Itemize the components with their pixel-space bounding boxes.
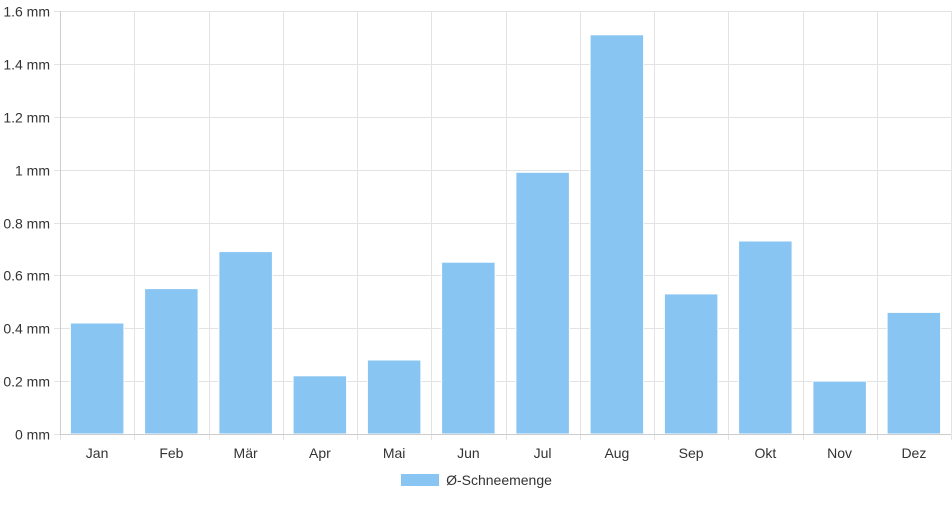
- legend-label: Ø-Schneemenge: [446, 472, 552, 488]
- axis-layer: 0 mm 0.2 mm 0.4 mm 0.6 mm 0.8 mm 1 mm 1.2 mm 1.…: [3, 4, 951, 461]
- y-tick-label: 1.4 mm: [3, 57, 50, 73]
- x-tick-label: Dez: [901, 445, 926, 461]
- bar-mai: [366, 359, 422, 435]
- y-tick-label: 0.6 mm: [3, 268, 50, 284]
- bar-dez: [886, 311, 942, 435]
- x-tick-label: Nov: [827, 445, 852, 461]
- y-tick-label: 1.6 mm: [3, 4, 50, 20]
- y-tick-label: 0.2 mm: [3, 374, 50, 390]
- bar-feb: [144, 288, 199, 435]
- x-tick-label: Jan: [86, 445, 109, 461]
- bar-nov: [812, 380, 867, 435]
- x-tick-label: Mai: [383, 445, 406, 461]
- y-tick-label: 1 mm: [15, 163, 50, 179]
- x-tick-label: Mär: [234, 445, 258, 461]
- bar-jun: [441, 261, 496, 435]
- x-tick-label: Apr: [309, 445, 331, 461]
- bar-apr: [292, 375, 348, 435]
- x-tick-label: Okt: [755, 445, 777, 461]
- bar-jul: [515, 171, 570, 435]
- legend-swatch: [400, 473, 441, 487]
- x-tick-label: Jul: [534, 445, 552, 461]
- bar-okt: [738, 240, 793, 435]
- y-tick-label: 0.8 mm: [3, 216, 50, 232]
- bar-sep: [663, 293, 719, 435]
- bar-aug: [589, 34, 645, 435]
- x-tick-label: Jun: [457, 445, 480, 461]
- x-tick-label: Feb: [159, 445, 183, 461]
- y-tick-label: 1.2 mm: [3, 110, 50, 126]
- y-tick-label: 0.4 mm: [3, 321, 50, 337]
- bar-mär: [218, 251, 273, 435]
- legend[interactable]: Ø-Schneemenge: [0, 472, 952, 488]
- bar-layer: [69, 34, 942, 435]
- bar-jan: [69, 322, 125, 435]
- x-tick-label: Sep: [679, 445, 704, 461]
- x-tick-label: Aug: [604, 445, 629, 461]
- y-tick-label: 0 mm: [15, 427, 50, 443]
